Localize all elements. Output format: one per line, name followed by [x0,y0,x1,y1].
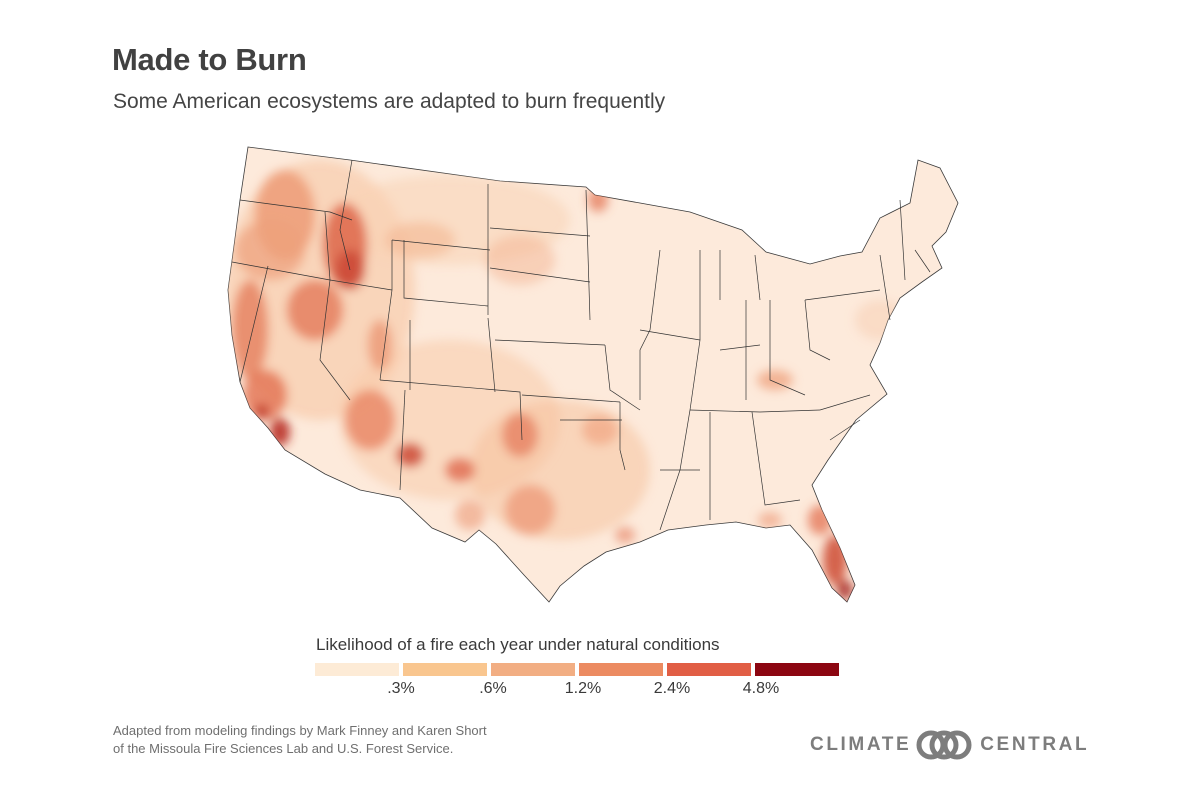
legend-swatch-2 [403,663,487,676]
legend-color-scale [315,663,839,676]
climate-central-logo[interactable]: CLIMATE CENTRAL [810,728,1089,762]
state-borders [231,159,931,531]
legend-swatch-4 [579,663,663,676]
legend-tick-label: .6% [479,680,507,697]
legend-tick-label: 4.8% [742,680,780,697]
logo-text-central: CENTRAL [980,734,1090,755]
linked-rings-icon [916,730,972,760]
legend-tick-label: 1.2% [564,680,602,697]
source-line-2: of the Missoula Fire Sciences Lab and U.… [113,741,454,756]
fire-likelihood-areas [228,160,905,600]
legend-title: Likelihood of a fire each year under nat… [316,635,720,654]
logo-text-climate: CLIMATE [810,734,912,755]
legend-swatch-1 [315,663,399,676]
source-line-1: Adapted from modeling findings by Mark F… [113,723,487,738]
legend-swatch-3 [491,663,575,676]
page-subtitle: Some American ecosystems are adapted to … [113,90,666,113]
legend-tick-label: .3% [387,680,415,697]
page-title: Made to Burn [112,42,307,77]
legend-swatch-6 [755,663,839,676]
legend-tick-label: 2.4% [653,680,691,697]
legend-swatch-5 [667,663,751,676]
source-note: Adapted from modeling findings by Mark F… [113,722,487,758]
